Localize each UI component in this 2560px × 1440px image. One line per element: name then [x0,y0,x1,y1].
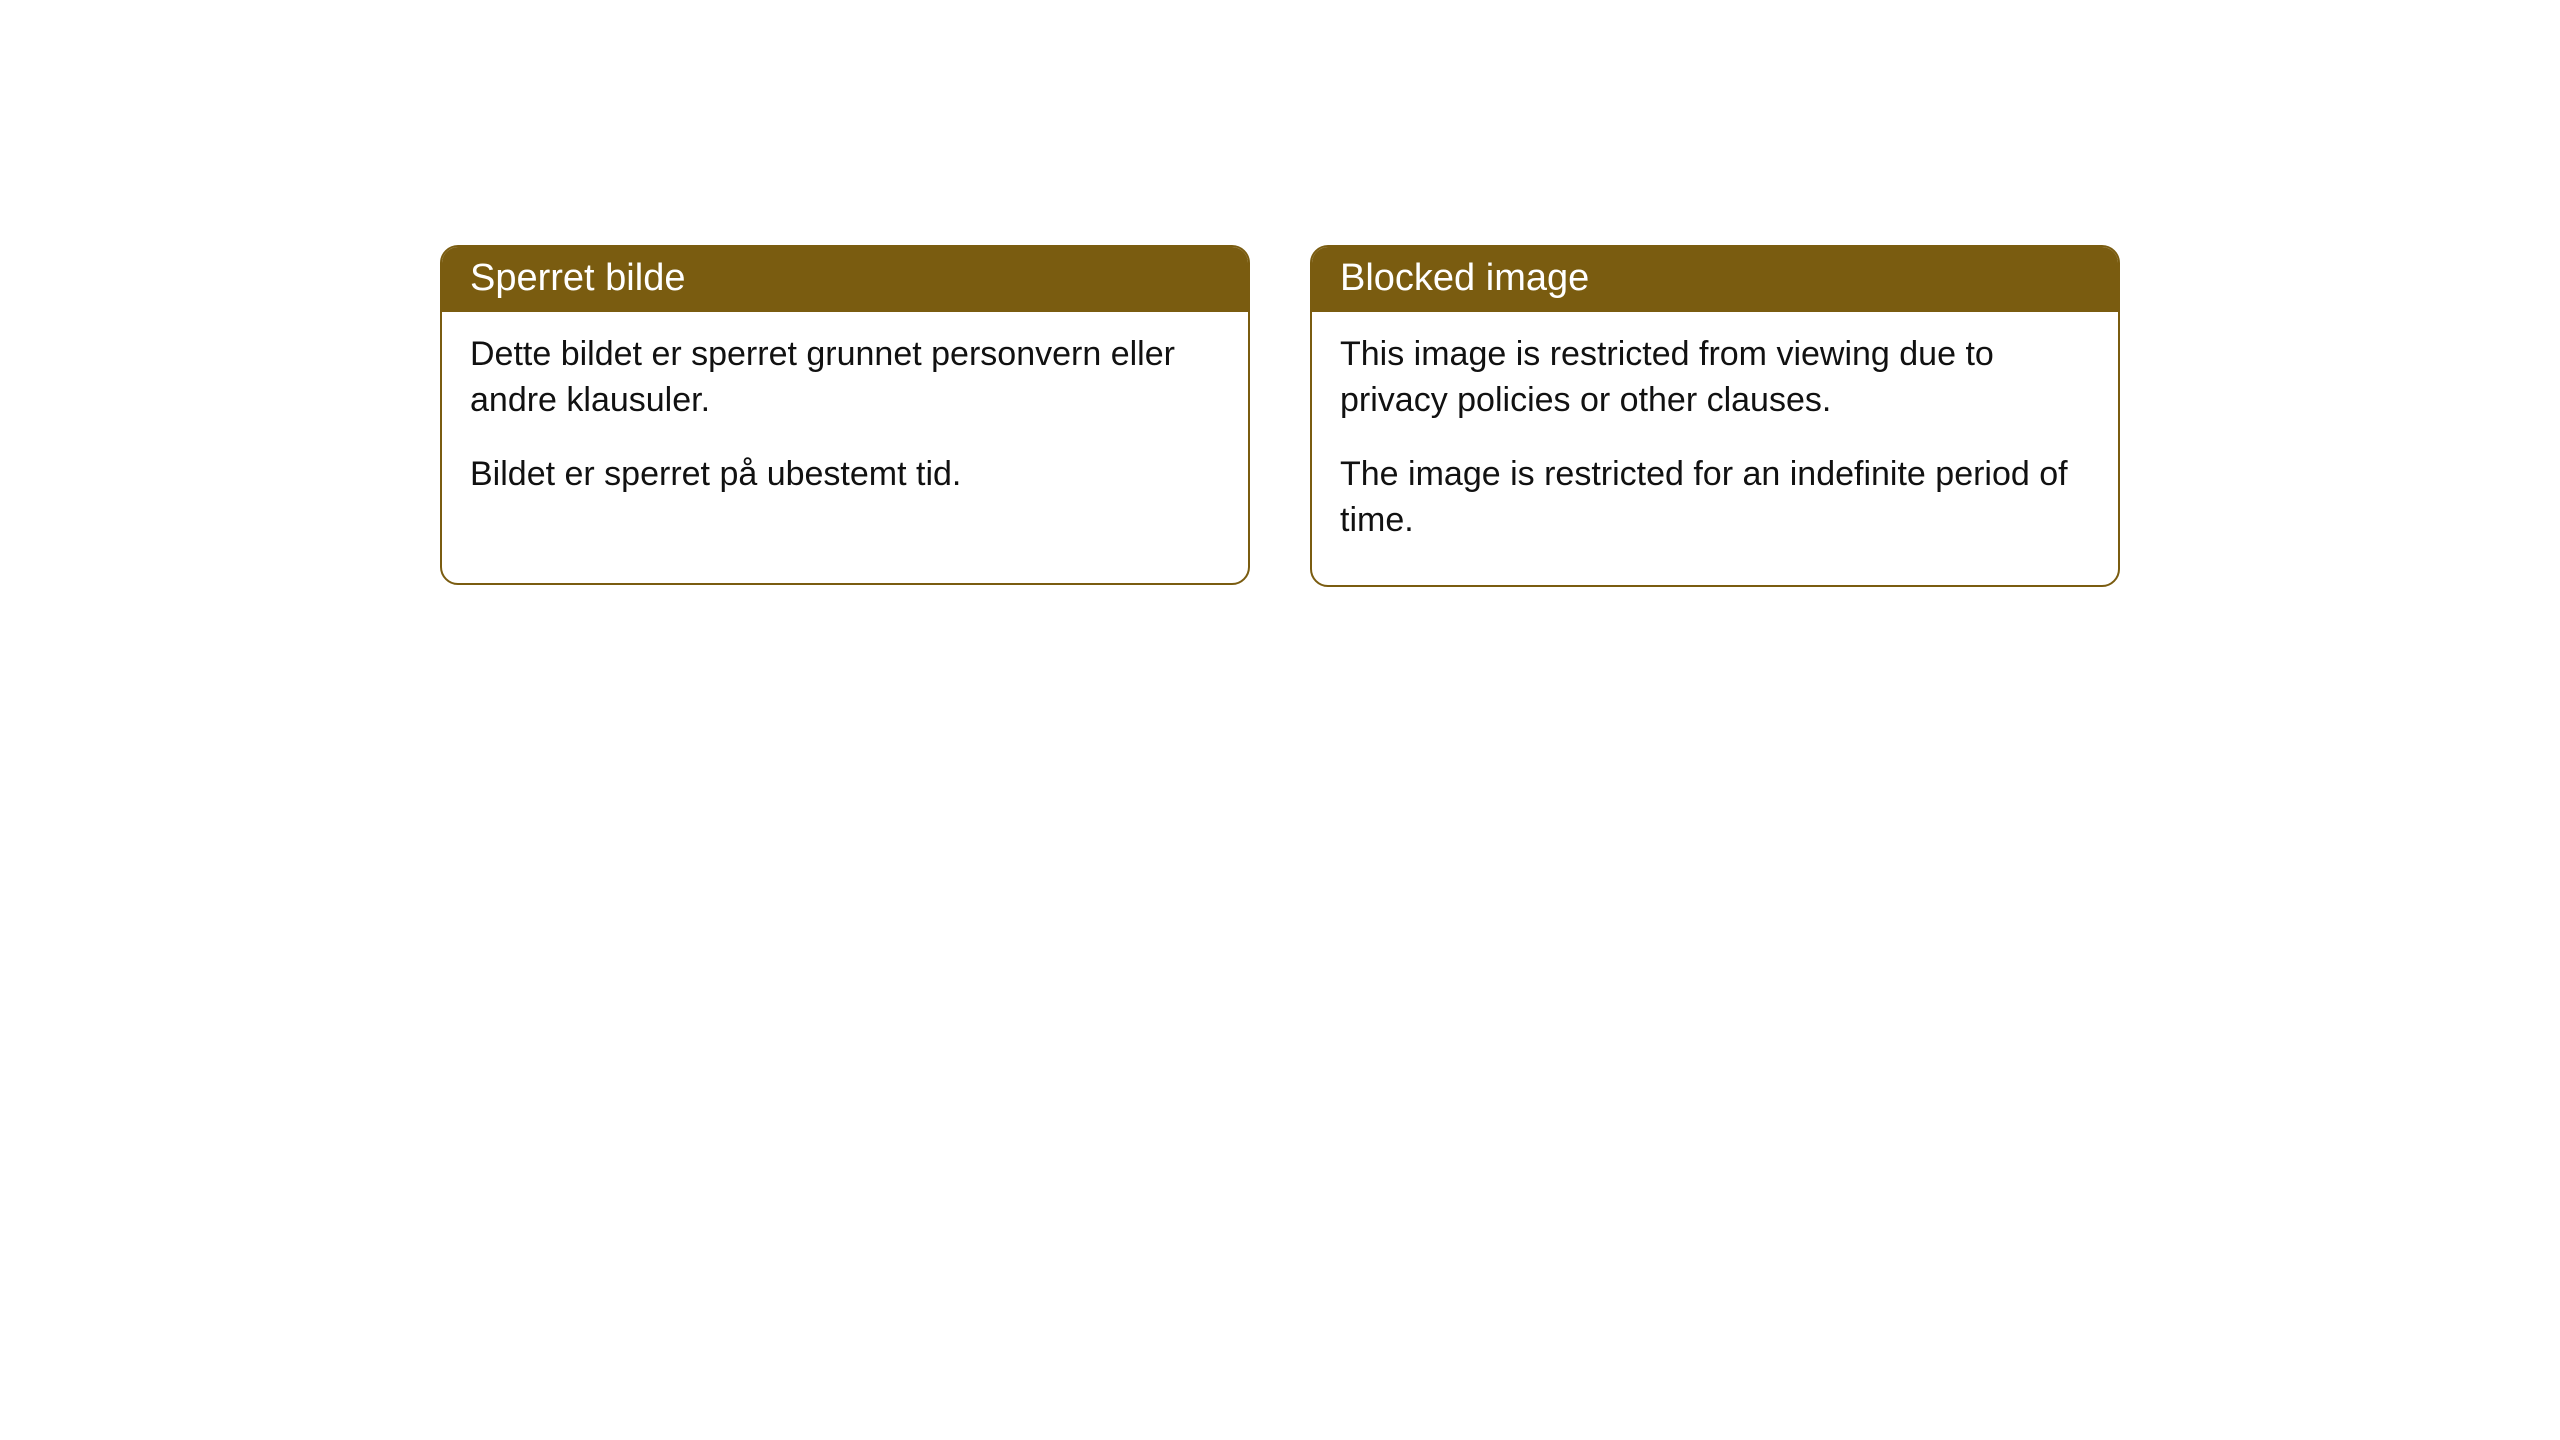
notice-paragraph: This image is restricted from viewing du… [1340,332,2090,424]
notice-paragraph: Dette bildet er sperret grunnet personve… [470,332,1220,424]
card-header: Sperret bilde [442,247,1248,312]
notice-container: Sperret bilde Dette bildet er sperret gr… [440,245,2120,1440]
notice-paragraph: The image is restricted for an indefinit… [1340,452,2090,544]
notice-card-norwegian: Sperret bilde Dette bildet er sperret gr… [440,245,1250,585]
notice-card-english: Blocked image This image is restricted f… [1310,245,2120,587]
card-body: This image is restricted from viewing du… [1312,312,2118,584]
notice-paragraph: Bildet er sperret på ubestemt tid. [470,452,1220,498]
card-body: Dette bildet er sperret grunnet personve… [442,312,1248,538]
card-header: Blocked image [1312,247,2118,312]
